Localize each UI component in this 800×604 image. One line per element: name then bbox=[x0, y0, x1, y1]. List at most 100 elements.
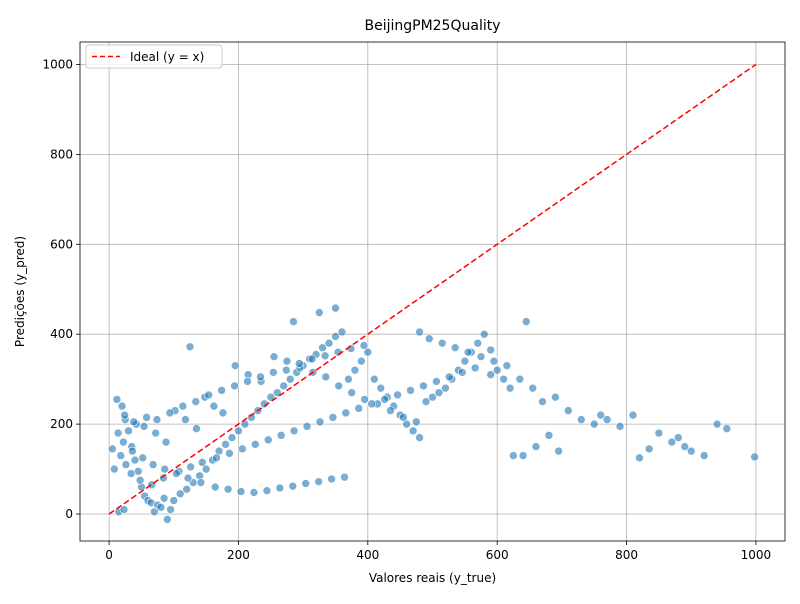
data-point bbox=[602, 415, 612, 424]
x-tick-label: 400 bbox=[356, 548, 379, 562]
data-point bbox=[399, 413, 408, 422]
data-point bbox=[238, 444, 247, 454]
data-point bbox=[230, 381, 239, 391]
data-point bbox=[197, 458, 207, 467]
data-point bbox=[337, 327, 347, 337]
data-point bbox=[415, 433, 424, 442]
data-point bbox=[324, 338, 334, 348]
data-point bbox=[722, 424, 732, 433]
data-point bbox=[340, 472, 349, 482]
data-point bbox=[247, 413, 256, 422]
data-point bbox=[521, 317, 531, 326]
data-point bbox=[269, 368, 278, 377]
data-point bbox=[544, 431, 554, 440]
data-point bbox=[327, 474, 336, 484]
data-point bbox=[120, 410, 129, 420]
data-point bbox=[192, 424, 201, 433]
data-point bbox=[212, 453, 221, 463]
data-point bbox=[321, 372, 331, 382]
data-point bbox=[210, 482, 220, 492]
x-tick-label: 1000 bbox=[741, 548, 772, 562]
data-point bbox=[217, 386, 226, 395]
points-layer bbox=[108, 303, 759, 524]
data-point bbox=[165, 408, 175, 418]
data-point bbox=[191, 397, 201, 406]
data-point bbox=[119, 437, 128, 447]
plot-frame bbox=[79, 41, 786, 542]
data-point bbox=[359, 341, 369, 350]
data-point bbox=[294, 359, 304, 368]
data-point bbox=[256, 372, 265, 382]
data-point bbox=[302, 422, 312, 431]
data-point bbox=[250, 440, 260, 449]
data-point bbox=[307, 354, 317, 364]
data-point bbox=[635, 453, 644, 463]
data-point bbox=[654, 428, 664, 438]
data-point bbox=[175, 489, 185, 499]
data-point bbox=[263, 435, 273, 445]
y-tick-label: 1000 bbox=[42, 57, 73, 71]
data-point bbox=[460, 356, 470, 366]
data-point bbox=[135, 476, 145, 485]
data-point bbox=[479, 329, 489, 339]
data-point bbox=[172, 469, 181, 478]
data-point bbox=[437, 338, 447, 348]
data-point bbox=[463, 347, 473, 357]
data-point bbox=[315, 417, 325, 427]
data-point bbox=[445, 372, 454, 382]
data-point bbox=[699, 451, 709, 460]
data-point bbox=[109, 464, 119, 474]
data-point bbox=[476, 352, 486, 361]
data-point bbox=[369, 374, 379, 384]
data-point bbox=[282, 365, 291, 375]
data-point bbox=[221, 440, 230, 449]
data-point bbox=[424, 334, 434, 344]
legend-box bbox=[85, 44, 223, 69]
data-point bbox=[196, 478, 206, 487]
ideal-line bbox=[108, 63, 757, 515]
data-point bbox=[419, 381, 428, 391]
data-point bbox=[450, 343, 460, 352]
data-point bbox=[680, 442, 690, 451]
data-point bbox=[285, 374, 295, 384]
data-point bbox=[169, 496, 179, 505]
data-point bbox=[119, 505, 129, 514]
data-point bbox=[166, 505, 175, 514]
data-point bbox=[470, 363, 480, 373]
data-point bbox=[473, 338, 483, 348]
data-point bbox=[156, 502, 166, 512]
data-point bbox=[108, 444, 117, 454]
data-point bbox=[130, 455, 140, 465]
data-point bbox=[282, 356, 292, 366]
chart-title: BeijingPM25Quality bbox=[364, 18, 500, 34]
data-point bbox=[518, 451, 528, 460]
y-tick-label: 0 bbox=[65, 507, 73, 521]
data-point bbox=[234, 426, 243, 436]
y-tick-label: 600 bbox=[50, 237, 73, 251]
data-point bbox=[596, 410, 605, 420]
data-point bbox=[331, 303, 340, 313]
data-point bbox=[243, 377, 252, 386]
data-point bbox=[457, 368, 467, 377]
data-point bbox=[502, 361, 512, 370]
data-point bbox=[615, 422, 625, 431]
data-point bbox=[276, 431, 286, 440]
data-point bbox=[564, 406, 573, 415]
data-point bbox=[328, 413, 338, 422]
data-point bbox=[204, 390, 214, 400]
data-point bbox=[289, 426, 299, 436]
y-tick-label: 800 bbox=[50, 147, 73, 161]
data-point bbox=[161, 437, 171, 447]
y-tick-label: 200 bbox=[50, 417, 73, 431]
data-point bbox=[357, 356, 366, 366]
data-point bbox=[269, 352, 279, 361]
data-point bbox=[275, 483, 285, 493]
x-axis-label: Valores reais (y_true) bbox=[369, 571, 496, 585]
data-point bbox=[113, 428, 123, 438]
data-point bbox=[667, 437, 677, 447]
data-point bbox=[644, 444, 654, 454]
x-tick-label: 0 bbox=[105, 548, 113, 562]
data-point bbox=[515, 374, 525, 384]
data-point bbox=[673, 433, 683, 442]
